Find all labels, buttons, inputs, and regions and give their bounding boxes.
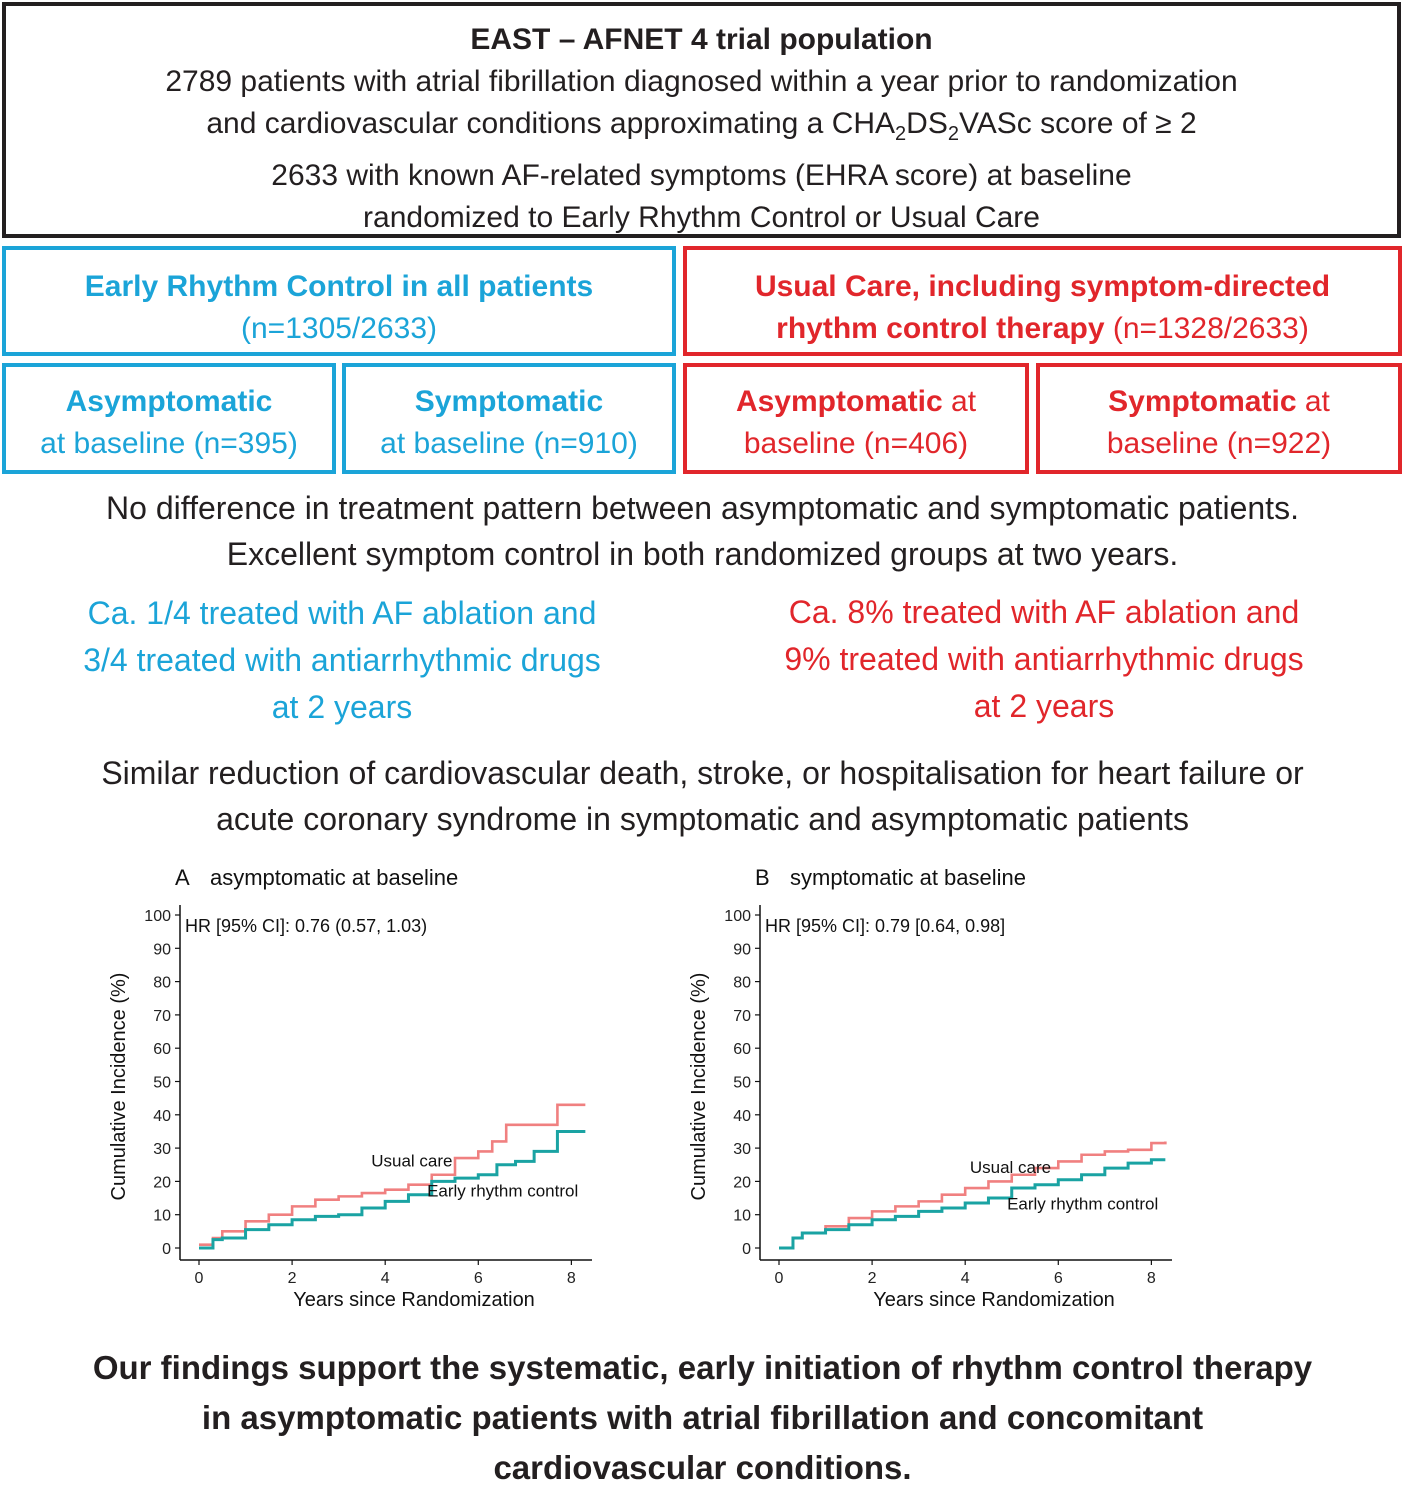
usual-asym-text: baseline (n=406) — [743, 427, 969, 460]
y-tick-label: 20 — [153, 1174, 171, 1191]
usual-care-label: Usual care — [970, 1158, 1051, 1177]
y-tick-label: 0 — [742, 1241, 751, 1258]
y-tick-label: 70 — [153, 1008, 171, 1025]
y-tick-label: 100 — [144, 908, 171, 925]
y-tick-label: 50 — [733, 1075, 751, 1092]
chart-title: asymptomatic at baseline — [210, 865, 458, 890]
y-axis-label: Cumulative Incidence (%) — [108, 973, 130, 1201]
x-axis-label: Years since Randomization — [873, 1289, 1115, 1311]
conclusion-line-1: Our findings support the systematic, ear… — [92, 1349, 1313, 1386]
y-tick-label: 20 — [733, 1174, 751, 1191]
hazard-ratio-annotation: HR [95% CI]: 0.79 [0.64, 0.98] — [765, 916, 1005, 936]
x-tick-label: 2 — [288, 1270, 297, 1287]
trial-line-2: and cardiovascular conditions approximat… — [206, 107, 1197, 145]
early-rhythm-arm-box: Early Rhythm Control in all patients (n=… — [2, 246, 676, 356]
y-axis-label: Cumulative Incidence (%) — [688, 973, 710, 1201]
early-rhythm-curve — [779, 1158, 1166, 1250]
early-sym-label: Symptomatic — [414, 385, 604, 418]
chart-title: symptomatic at baseline — [790, 865, 1026, 890]
usual-arm-title-1: Usual Care, including symptom-directed — [754, 270, 1331, 303]
usual-arm-title-2: rhythm control therapy — [776, 312, 1105, 345]
panel-letter: A — [175, 865, 190, 890]
early-asym-label: Asymptomatic — [65, 385, 273, 418]
trial-population-box: EAST – AFNET 4 trial population 2789 pat… — [2, 2, 1401, 238]
y-tick-label: 50 — [153, 1075, 171, 1092]
x-tick-label: 0 — [195, 1270, 204, 1287]
findings-line-1: No difference in treatment pattern betwe… — [106, 490, 1299, 526]
x-tick-label: 8 — [567, 1270, 576, 1287]
y-tick-label: 40 — [153, 1108, 171, 1125]
early-rhythm-curve — [199, 1129, 586, 1250]
x-tick-label: 6 — [1054, 1270, 1063, 1287]
usual-arm-count: (n=1328/2633) — [1104, 312, 1309, 345]
early-symptomatic-box: Symptomatic at baseline (n=910) — [342, 363, 676, 474]
conclusion-line-3: cardiovascular conditions. — [493, 1449, 912, 1486]
early-rhythm-label: Early rhythm control — [427, 1181, 578, 1200]
y-tick-label: 0 — [162, 1241, 171, 1258]
conclusion-line-2: in asymptomatic patients with atrial fib… — [201, 1399, 1204, 1436]
usual-asymptomatic-box: Asymptomatic at baseline (n=406) — [683, 363, 1029, 474]
y-tick-label: 80 — [733, 975, 751, 992]
usual-treatment-text: Ca. 8% treated with AF ablation and 9% t… — [784, 594, 1304, 724]
x-tick-label: 4 — [961, 1270, 970, 1287]
trial-title: EAST – AFNET 4 trial population — [470, 23, 933, 56]
usual-care-curve — [779, 1141, 1167, 1250]
y-tick-label: 10 — [733, 1208, 751, 1225]
early-arm-title: Early Rhythm Control in all patients — [84, 270, 594, 303]
early-asym-text: at baseline (n=395) — [40, 427, 298, 460]
usual-asym-label: Asymptomatic — [735, 385, 943, 418]
early-arm-count: (n=1305/2633) — [241, 312, 437, 345]
findings-line-2: Excellent symptom control in both random… — [226, 536, 1179, 572]
early-treatment-text: Ca. 1/4 treated with AF ablation and 3/4… — [83, 595, 601, 725]
panel-letter: B — [755, 865, 770, 890]
outcome-line-1: Similar reduction of cardiovascular deat… — [101, 755, 1304, 791]
usual-sym-text: baseline (n=922) — [1106, 427, 1332, 460]
x-tick-label: 6 — [474, 1270, 483, 1287]
y-tick-label: 40 — [733, 1108, 751, 1125]
y-tick-label: 70 — [733, 1008, 751, 1025]
early-rhythm-label: Early rhythm control — [1007, 1195, 1158, 1214]
outcome-line-2: acute coronary syndrome in symptomatic a… — [216, 801, 1189, 837]
usual-care-arm-box: Usual Care, including symptom-directed r… — [683, 246, 1402, 356]
trial-line-1: 2789 patients with atrial fibrillation d… — [165, 65, 1238, 98]
usual-care-label: Usual care — [371, 1151, 452, 1170]
usual-sym-label: Symptomatic — [1108, 385, 1297, 418]
y-tick-label: 80 — [153, 975, 171, 992]
early-asymptomatic-box: Asymptomatic at baseline (n=395) — [2, 363, 336, 474]
hazard-ratio-annotation: HR [95% CI]: 0.76 (0.57, 1.03) — [185, 916, 427, 936]
y-tick-label: 60 — [733, 1041, 751, 1058]
y-tick-label: 10 — [153, 1208, 171, 1225]
trial-line-4: randomized to Early Rhythm Control or Us… — [363, 201, 1040, 234]
y-tick-label: 30 — [733, 1141, 751, 1158]
x-tick-label: 8 — [1147, 1270, 1156, 1287]
x-axis-label: Years since Randomization — [293, 1289, 535, 1311]
x-tick-label: 0 — [775, 1270, 784, 1287]
y-tick-label: 90 — [733, 941, 751, 958]
x-tick-label: 2 — [868, 1270, 877, 1287]
y-tick-label: 90 — [153, 941, 171, 958]
y-tick-label: 100 — [724, 908, 751, 925]
trial-line-3: 2633 with known AF-related symptoms (EHR… — [271, 159, 1132, 192]
usual-symptomatic-box: Symptomatic at baseline (n=922) — [1036, 363, 1402, 474]
y-tick-label: 30 — [153, 1141, 171, 1158]
x-tick-label: 4 — [381, 1270, 390, 1287]
usual-care-curve — [199, 1103, 586, 1246]
y-tick-label: 60 — [153, 1041, 171, 1058]
early-sym-text: at baseline (n=910) — [380, 427, 638, 460]
